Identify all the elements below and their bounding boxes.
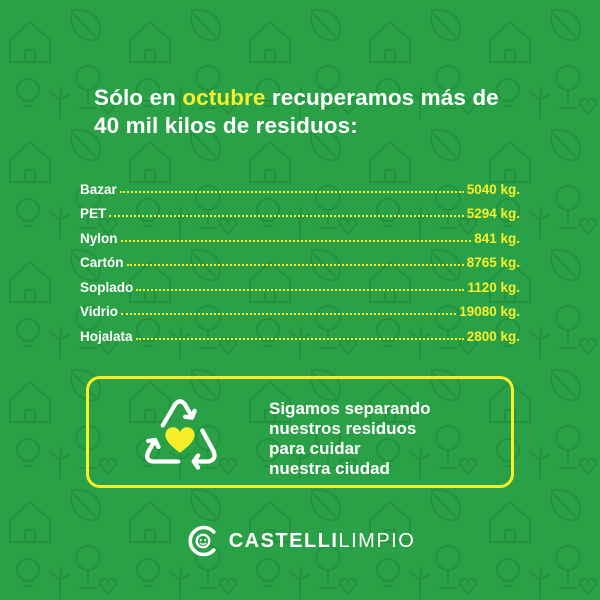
item-name: Soplado: [80, 280, 133, 295]
item-value: 2800 kg.: [467, 329, 520, 344]
list-item: Nylon 841 kg.: [80, 221, 520, 246]
headline: Sólo en octubre recuperamos más de 40 mi…: [94, 84, 534, 140]
item-value: 5040 kg.: [467, 182, 520, 197]
item-value: 841 kg.: [474, 231, 520, 246]
card-line: para cuidar: [269, 439, 509, 459]
brand-logo: CASTELLILIMPIO: [0, 521, 600, 561]
dotted-leader: [109, 215, 463, 217]
message-card: Sigamos separando nuestros residuos para…: [86, 376, 514, 488]
item-name: Bazar: [80, 182, 117, 197]
brand-part-2: LIMPIO: [338, 530, 415, 552]
brand-wordmark: CASTELLILIMPIO: [229, 530, 416, 553]
dotted-leader: [136, 338, 464, 340]
item-name: PET: [80, 206, 106, 221]
list-item: Bazar 5040 kg.: [80, 172, 520, 197]
list-item: Vidrio 19080 kg.: [80, 295, 520, 320]
card-line: nuestra ciudad: [269, 459, 509, 479]
card-line: nuestros residuos: [269, 419, 509, 439]
castelli-limpio-logo-icon: [185, 523, 221, 559]
dotted-leader: [136, 289, 464, 291]
item-name: Nylon: [80, 231, 118, 246]
list-item: PET 5294 kg.: [80, 197, 520, 222]
headline-highlight-month: octubre: [182, 85, 265, 110]
list-item: Cartón 8765 kg.: [80, 246, 520, 271]
dotted-leader: [120, 191, 464, 193]
dotted-leader: [121, 240, 472, 242]
headline-text-post: recuperamos más de: [266, 85, 499, 110]
card-message: Sigamos separando nuestros residuos para…: [269, 399, 509, 479]
list-item: Hojalata 2800 kg.: [80, 319, 520, 344]
recycle-heart-icon: [137, 391, 223, 477]
headline-text-pre: Sólo en: [94, 85, 182, 110]
item-value: 8765 kg.: [467, 255, 520, 270]
waste-list: Bazar 5040 kg. PET 5294 kg. Nylon 841 kg…: [80, 172, 520, 344]
headline-line-2: 40 mil kilos de residuos:: [94, 112, 534, 140]
list-item: Soplado 1120 kg.: [80, 270, 520, 295]
dotted-leader: [127, 264, 464, 266]
item-value: 5294 kg.: [467, 206, 520, 221]
item-value: 19080 kg.: [459, 304, 520, 319]
item-name: Cartón: [80, 255, 124, 270]
item-name: Vidrio: [80, 304, 118, 319]
card-line: Sigamos separando: [269, 399, 509, 419]
dotted-leader: [121, 313, 456, 315]
brand-part-1: CASTELLI: [229, 530, 339, 552]
item-name: Hojalata: [80, 329, 133, 344]
item-value: 1120 kg.: [467, 280, 520, 295]
headline-line-1: Sólo en octubre recuperamos más de: [94, 84, 534, 112]
